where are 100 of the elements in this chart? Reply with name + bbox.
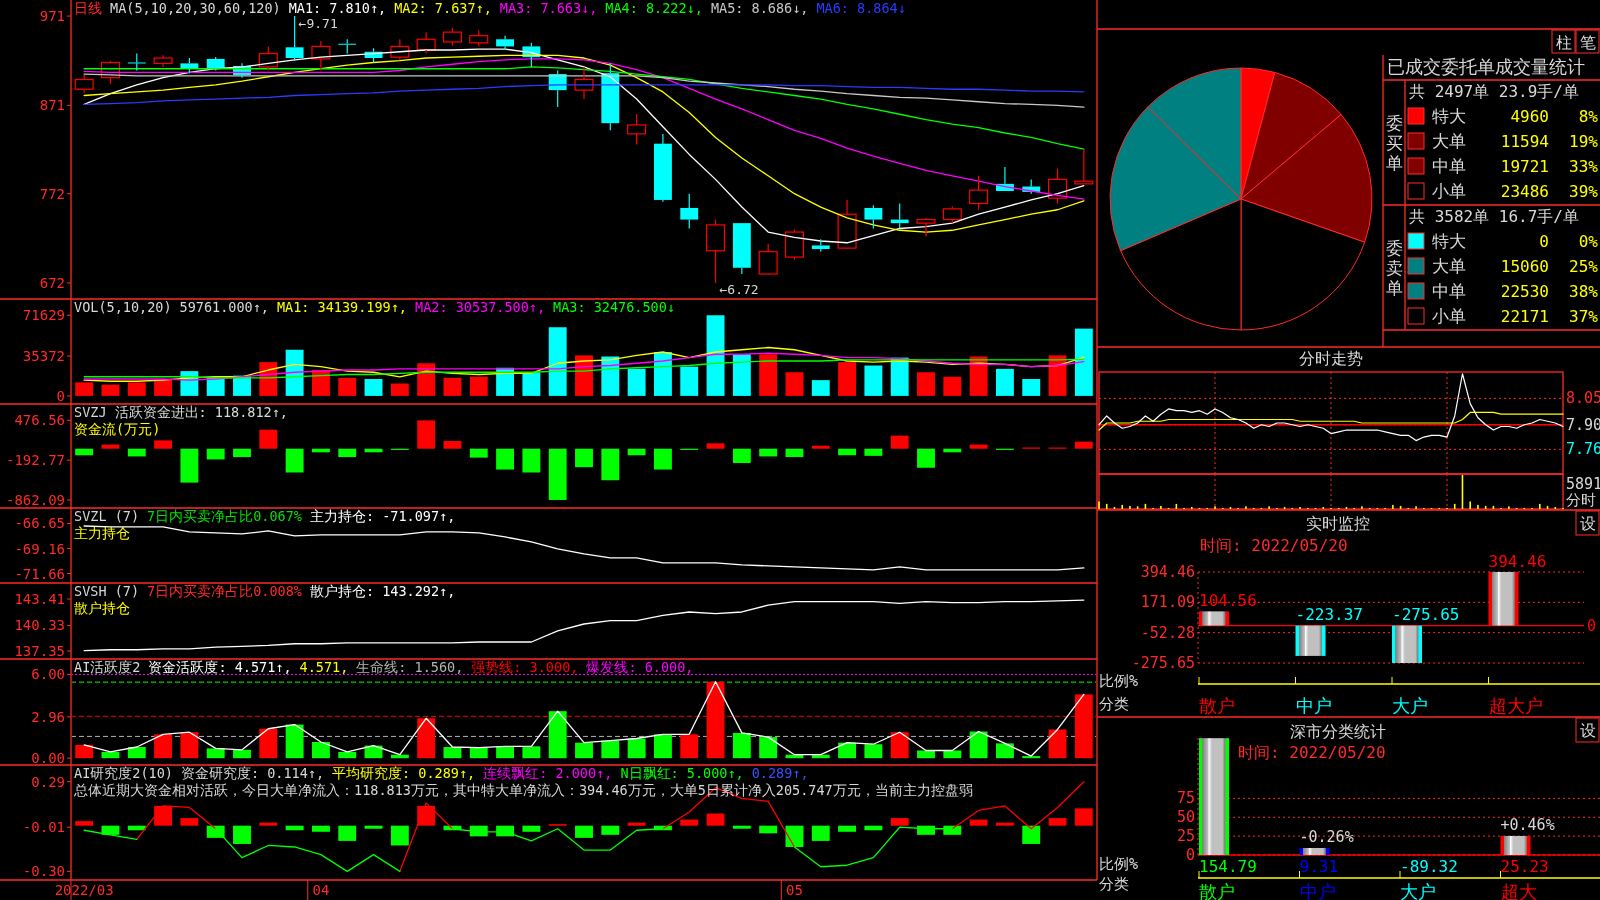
candlestick [680,193,699,230]
y-tick-label: -69.16 [14,540,65,557]
bar [496,746,515,759]
text: 柱 [1555,32,1572,52]
bar [311,741,330,759]
text: 散户持仓: 143.292↑, [309,583,456,599]
candlestick [837,199,857,249]
y-tick-label: 8.05 [1566,389,1600,408]
line-series [1098,411,1564,431]
annotation: N日飘红: 5.000↑, [620,765,744,781]
bar [1392,625,1422,663]
bar [732,732,751,759]
bar [732,354,751,396]
bar [680,819,699,826]
data-label: 154.79 [1199,856,1257,876]
x-tick-label: 大户 [1400,880,1436,900]
annotation: ←9.71 [298,15,338,31]
x-tick-label: 超大户 [1488,694,1543,716]
bar [1022,825,1041,844]
bar [469,448,488,458]
bar [75,382,94,396]
bar [759,448,778,457]
candlestick [653,133,672,203]
annotation: 连续飘红: 2.000↑, [483,765,613,781]
y-tick-label: -0.01 [22,819,65,836]
candlestick [496,35,515,51]
x-axis-title: 分类 [1099,695,1129,713]
ref-line-label: 爆发线: 6.000, [586,659,694,675]
bar [338,448,357,458]
data-label: 22171 [1500,306,1549,326]
text: 笔 [1579,32,1596,52]
bar [706,813,725,826]
bar [311,825,330,832]
bar [627,448,646,456]
legend-label: 特大 [1432,231,1466,251]
text: 共 2497单 23.9手/单 [1409,81,1579,101]
y-tick-label: 35372 [22,348,65,365]
bar [1295,625,1326,656]
text: 委买单 [1385,113,1403,173]
x-tick-label: 中户 [1295,694,1332,716]
bar [1048,729,1067,759]
data-label: 23486 [1500,181,1549,201]
bar [890,818,909,826]
candlestick [1074,148,1094,185]
bar [127,747,146,759]
y-tick-label: 143.41 [14,591,65,608]
y-tick-label: 25 [1176,827,1195,846]
y-tick-label: -0.30 [22,863,65,880]
bar [653,734,672,759]
bar [233,448,251,458]
data-label: 22530 [1500,281,1549,301]
bar [601,825,620,835]
bar [364,825,383,829]
candlestick [732,223,751,275]
bar [785,448,804,458]
candlestick [258,45,278,72]
chart-title: SVZJ [74,404,107,420]
text: 25% [1569,256,1599,276]
bar [995,822,1014,826]
candlestick [153,54,173,68]
y-tick-label: 140.33 [14,617,65,634]
line-series [1098,373,1564,442]
x-tick-label: 散户 [1199,694,1235,716]
bar [811,825,830,841]
y-tick-label: -192.77 [5,452,65,469]
y-axis-title: 比例% [1099,855,1139,873]
legend-label: 小单 [1432,306,1466,326]
bar [917,448,935,468]
legend-label: 小单 [1432,181,1466,201]
bar [417,420,436,449]
bar [259,822,278,826]
legend-label: 中单 [1432,156,1466,176]
y-tick-label: -275.65 [1131,654,1195,672]
line-series [83,346,1085,382]
bar [101,751,120,759]
bar [732,448,751,463]
bar [627,738,646,759]
bar [759,737,778,759]
bar [575,825,593,838]
y-tick-label: 0 [56,387,65,404]
bar [1488,572,1519,626]
bar [864,365,883,396]
y-tick-label: -71.66 [14,565,65,582]
bar [995,368,1014,396]
bar [180,732,199,759]
bar [653,448,672,470]
bar [522,746,541,759]
bar [890,357,909,396]
bar [522,448,541,473]
y-tick-label: 476.56 [14,412,65,429]
chart-subtitle: 活跃资金进出: 118.812↑, [114,404,288,420]
text: MA2: 30537.500↑, [415,299,546,315]
text: MA3: 7.663↓, [499,0,598,16]
y-axis-title: 散户持仓 [74,600,130,616]
bar [706,315,725,396]
text: 设 [1579,513,1596,533]
x-tick-label: 05 [786,882,803,898]
y-tick-label: 71629 [22,307,65,324]
chart-title: AI活跃度2 [74,659,141,675]
bar [838,825,857,832]
